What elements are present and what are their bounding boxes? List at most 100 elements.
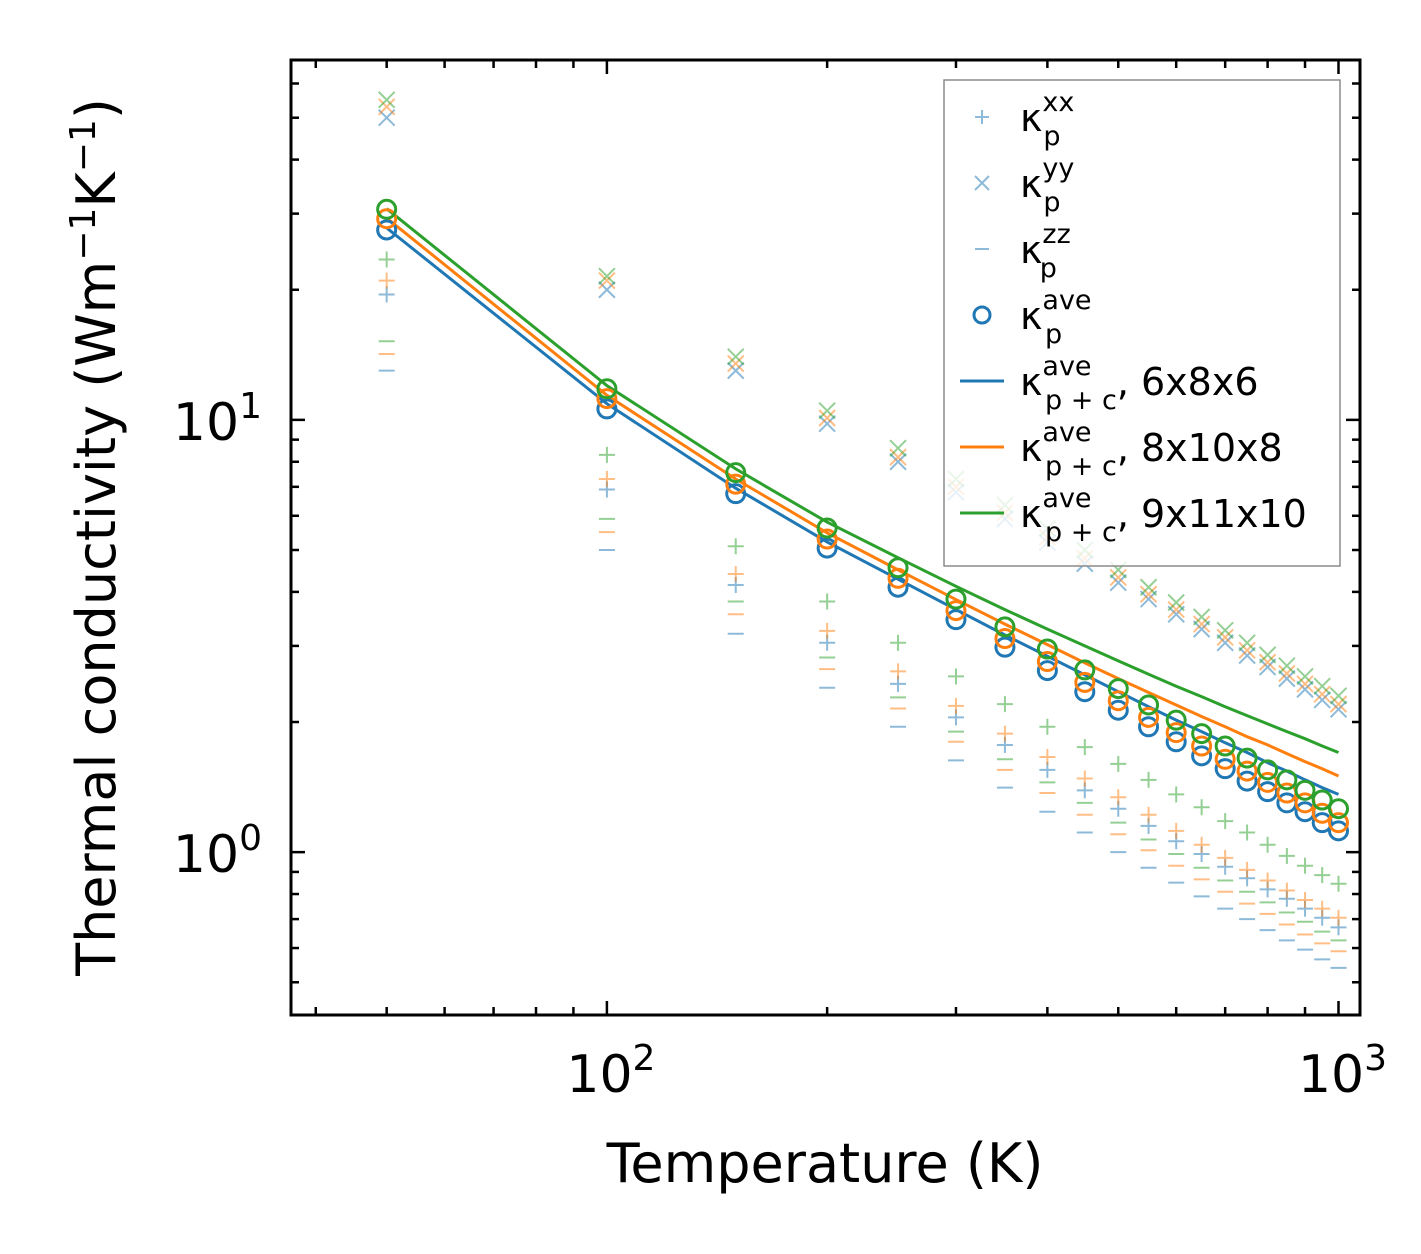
data-point [1138,694,1160,716]
data-point [598,470,615,487]
data-point [1311,789,1333,811]
data-point [1139,578,1158,596]
data-point [1191,723,1213,745]
data-point [377,91,396,109]
data-point [890,663,907,680]
data-point [1192,620,1211,638]
data-point [818,402,836,420]
series--p-xx-8x10x8 [378,272,1347,926]
y-tick-label: 101 [173,386,262,453]
legend-entry: κave p + c, 8x10x8 [960,417,1283,482]
data-point [1193,799,1210,816]
data-point [1236,760,1258,782]
data-point [1330,875,1347,892]
data-point [598,271,616,290]
data-point [1296,667,1314,686]
data-point [994,628,1016,650]
data-point [889,453,907,471]
series--p-xx-9x11x10 [378,251,1347,892]
data-point [1168,786,1185,803]
data-point [376,219,398,241]
data-point [1039,748,1056,765]
legend-frame [943,79,1341,567]
data-point [819,622,836,639]
legend-entry: κave p + c, 6x8x6 [960,351,1259,416]
data-point [1107,699,1129,721]
data-point [1278,664,1296,683]
data-point [816,537,838,559]
data-point [1110,755,1127,772]
data-point [816,517,838,539]
data-point [1329,700,1348,719]
data-point [596,398,618,420]
data-point [598,267,616,285]
data-point [1109,574,1127,592]
data-point [727,565,744,582]
data-point [1074,681,1096,703]
data-point [1259,836,1276,853]
data-point [1238,646,1256,665]
series-line [385,216,1340,778]
series-line [385,226,1340,796]
data-point [598,446,615,463]
data-point [378,286,395,303]
data-point [1259,872,1276,889]
data-point [1311,812,1333,834]
data-point [947,697,964,714]
data-point [1074,659,1096,681]
data-point [725,473,747,495]
data-point [816,528,838,550]
data-point [1313,691,1331,709]
axis-ticks [291,60,1360,1015]
data-point [1278,656,1296,675]
x-tick-label: 102 [566,1038,655,1105]
y-tick-label: 100 [173,818,262,885]
data-point [1076,770,1093,787]
data-point [1330,909,1347,926]
data-point [1192,608,1211,626]
legend-label: κave p + c, 8x10x8 [1020,417,1283,482]
data-point [1238,634,1256,652]
legend-entry: κzz p [975,219,1071,284]
series--p-c-ave-9x11x10 [385,207,1340,754]
data-point [1258,653,1277,671]
series--p-zz-9x11x10 [378,340,1347,942]
data-point [1276,769,1298,791]
data-point [727,361,745,380]
series-line [385,207,1340,754]
data-point [376,198,398,220]
data-point [727,347,745,366]
data-point [1278,882,1295,899]
data-point [727,538,744,555]
data-point [378,272,395,289]
data-point [818,409,836,427]
axis-tick-labels: 102 103 100 101 [173,386,1387,1105]
data-point [890,634,907,651]
series--p-c-ave-6x8x6 [385,226,1340,796]
data-point [1236,770,1258,792]
data-point [889,439,907,457]
legend-entry: κave p [972,285,1092,350]
legend-marker-swatch [972,305,992,325]
data-point [819,593,836,610]
data-point [1328,798,1350,820]
legend-entry: κave p + c, 9x11x10 [960,483,1307,548]
legend-marker-swatch [975,110,989,124]
data-point [1140,806,1157,823]
data-point [378,251,395,268]
data-point [1140,771,1157,788]
data-point [1191,735,1213,757]
data-point [1236,747,1258,769]
data-point [727,354,745,373]
data-point [1216,628,1234,647]
data-point [945,600,967,622]
data-point [1278,669,1296,688]
data-point [1138,716,1160,738]
data-point [1216,634,1234,652]
legend-marker-swatch [974,175,990,191]
data-point [1214,748,1236,770]
data-point [1138,706,1160,728]
data-point [1036,660,1058,682]
